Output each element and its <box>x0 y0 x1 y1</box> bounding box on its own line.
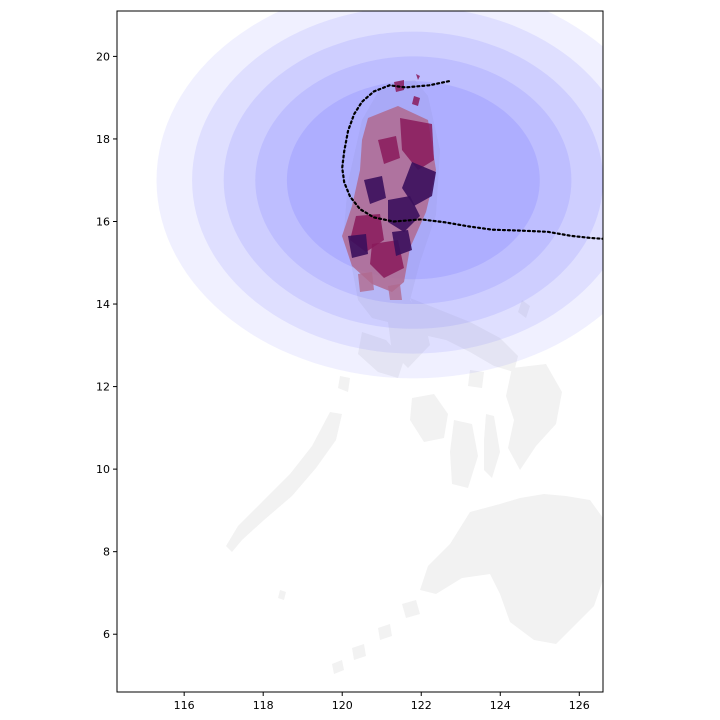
y-axis: 6 8 10 12 14 16 18 20 <box>96 50 117 641</box>
storm-track <box>341 80 603 240</box>
y-tick-label: 16 <box>96 215 110 228</box>
y-tick-label: 10 <box>96 463 110 476</box>
y-tick-label: 6 <box>103 628 110 641</box>
y-tick-label: 14 <box>96 298 110 311</box>
damage-region <box>378 136 400 164</box>
x-tick-label: 116 <box>174 699 195 712</box>
damage-regions-layer <box>342 74 436 300</box>
x-axis: 116 118 120 122 124 126 <box>174 692 590 712</box>
y-tick-label: 12 <box>96 381 110 394</box>
land-mindoro <box>358 332 404 378</box>
y-tick-label: 20 <box>96 50 110 63</box>
x-tick-label: 122 <box>411 699 432 712</box>
plot-frame <box>116 10 604 693</box>
x-tick-label: 120 <box>332 699 353 712</box>
damage-region <box>402 162 436 206</box>
land-palawan <box>226 412 342 552</box>
damage-region <box>364 176 386 204</box>
land-panay <box>410 394 448 442</box>
x-tick-label: 126 <box>569 699 590 712</box>
damage-region <box>394 74 420 106</box>
x-tick-label: 118 <box>253 699 274 712</box>
damage-region <box>392 230 412 256</box>
land-samar-leyte <box>506 364 562 470</box>
damage-region <box>400 118 434 170</box>
x-tick-label: 124 <box>490 699 511 712</box>
land-bicol <box>410 298 518 372</box>
y-tick-label: 18 <box>96 133 110 146</box>
damage-region <box>388 196 420 232</box>
y-tick-label: 8 <box>103 546 110 559</box>
land-negros <box>450 420 478 488</box>
damage-region <box>348 234 368 258</box>
land-sulu <box>332 600 420 674</box>
land-mindanao <box>420 494 603 644</box>
land-cebu <box>484 414 500 478</box>
damage-region <box>358 272 402 300</box>
